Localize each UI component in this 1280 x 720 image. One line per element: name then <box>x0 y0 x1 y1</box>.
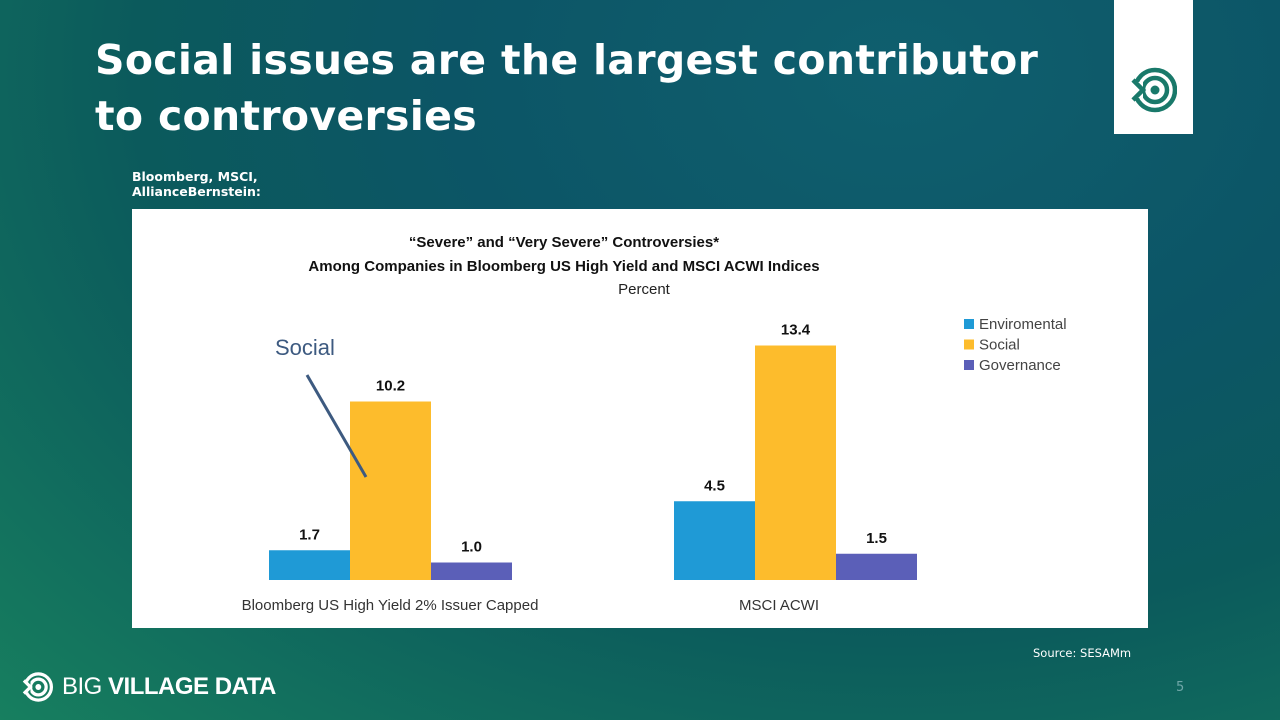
category-label-1: MSCI ACWI <box>739 597 819 614</box>
legend-label-governance: Governance <box>979 357 1061 374</box>
chart-unit-label: Percent <box>618 281 671 298</box>
chart-title: “Severe” and “Very Severe” Controversies… <box>409 234 719 251</box>
annotation-label: Social <box>275 335 335 360</box>
target-logo-icon <box>1129 67 1177 113</box>
chart-subtitle: Among Companies in Bloomberg US High Yie… <box>308 258 819 275</box>
bar-governance-1 <box>836 553 917 580</box>
legend-swatch-governance <box>964 360 974 370</box>
brand-name: BIG VILLAGE DATA <box>62 673 276 701</box>
bar-enviromental-0 <box>269 550 350 580</box>
page-number: 5 <box>1176 680 1185 695</box>
bar-governance-0 <box>431 562 512 580</box>
bar-enviromental-1 <box>674 501 755 580</box>
data-label-enviromental-1: 4.5 <box>704 477 725 494</box>
data-label-enviromental-0: 1.7 <box>299 526 320 543</box>
legend-label-enviromental: Enviromental <box>979 316 1067 333</box>
logo-panel <box>1114 0 1193 134</box>
bar-social-1 <box>755 345 836 580</box>
data-label-social-1: 13.4 <box>781 322 811 339</box>
brand-logo: BIG VILLAGE DATA <box>20 668 276 706</box>
legend-label-social: Social <box>979 337 1020 354</box>
bar-chart: “Severe” and “Very Severe” Controversies… <box>242 234 1067 614</box>
annotation-pointer <box>305 374 368 478</box>
category-label-0: Bloomberg US High Yield 2% Issuer Capped <box>242 597 539 614</box>
brand-target-icon <box>21 672 54 702</box>
chart-panel: “Severe” and “Very Severe” Controversies… <box>132 209 1148 628</box>
data-label-governance-1: 1.5 <box>866 530 887 547</box>
legend-swatch-enviromental <box>964 319 974 329</box>
data-source-label: Bloomberg, MSCI, AllianceBernstein: <box>132 169 261 199</box>
legend-swatch-social <box>964 339 974 350</box>
brand-name-part1: BIG <box>62 673 109 700</box>
source-note: Source: SESAMm <box>1033 646 1132 660</box>
slide-title: Social issues are the largest contributo… <box>95 36 1039 140</box>
bar-social-0 <box>350 401 431 580</box>
data-label-social-0: 10.2 <box>376 378 405 395</box>
data-label-governance-0: 1.0 <box>461 539 482 556</box>
brand-name-part2: VILLAGE DATA <box>108 673 276 700</box>
